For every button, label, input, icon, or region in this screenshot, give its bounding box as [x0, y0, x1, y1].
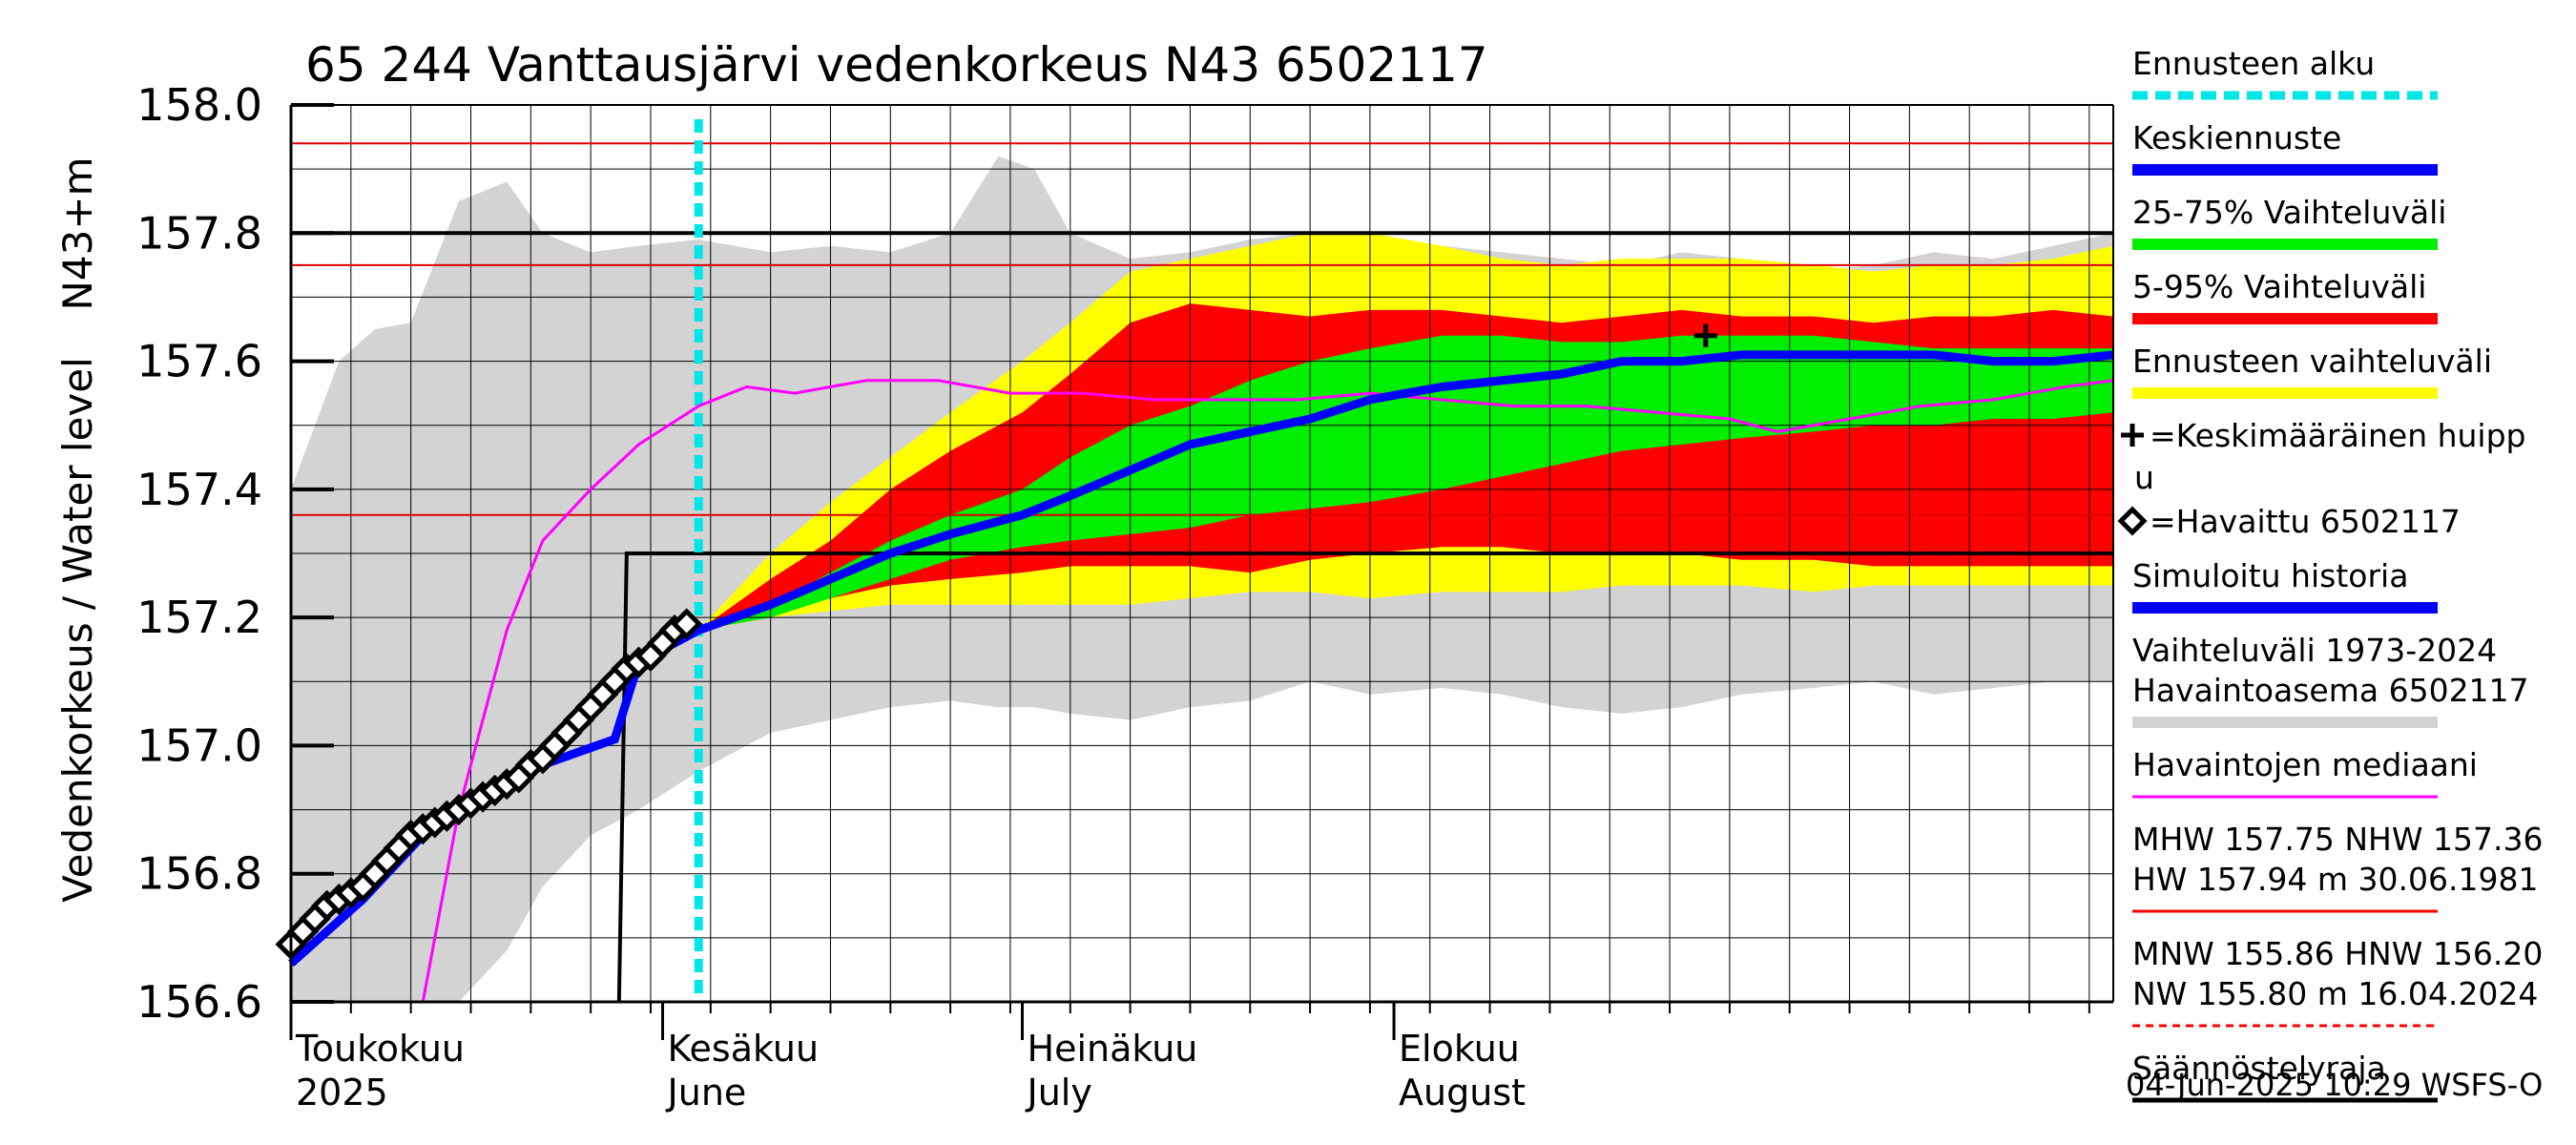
- legend: Ennusteen alku Keskiennuste 25-75% Vaihtel…: [2117, 45, 2543, 1103]
- legend-label: Ennusteen alku: [2132, 45, 2375, 82]
- y-tick-label: 157.6: [136, 336, 262, 387]
- chart-title: 65 244 Vanttausjärvi vedenkorkeus N43 65…: [305, 37, 1488, 93]
- legend-item: Keskiennuste: [2132, 119, 2438, 176]
- legend-label: Vaihteluväli 1973-2024: [2132, 632, 2497, 669]
- legend-label: =Havaittu 6502117: [2150, 503, 2461, 540]
- legend-label: Säännöstelyraja: [2132, 1050, 2386, 1087]
- legend-item: Ennusteen alku: [2132, 45, 2438, 100]
- range-bands: [291, 156, 2113, 1002]
- y-tick-label: 156.8: [136, 848, 262, 900]
- reference-lines: [291, 142, 2113, 1003]
- observation-markers: [275, 323, 1717, 961]
- median-line: [421, 379, 2114, 1003]
- legend-item: Simuloitu historia: [2132, 557, 2438, 614]
- axes: [289, 103, 2114, 1040]
- legend-label-2: Havaintoasema 6502117: [2132, 672, 2529, 709]
- legend-plus-icon: [2121, 424, 2144, 447]
- legend-label-2: HW 157.94 m 30.06.1981: [2132, 861, 2538, 898]
- y-tick-label: 157.8: [136, 207, 262, 259]
- y-tick-label: 157.0: [136, 719, 262, 771]
- legend-label: MHW 157.75 NHW 157.36: [2132, 821, 2543, 858]
- legend-label: =Keskimääräinen huipp: [2150, 417, 2526, 454]
- mean-peak-marker: [1693, 323, 1717, 347]
- legend-item: =Havaittu 6502117: [2117, 503, 2461, 540]
- legend-item: 5-95% Vaihteluväli: [2132, 268, 2438, 324]
- band-25-75-vaihteluv-li: [698, 335, 2113, 631]
- timestamp-footer: 04-Jun-2025 10:29 WSFS-O: [2126, 1067, 2543, 1103]
- legend-label: 25-75% Vaihteluväli: [2132, 194, 2446, 231]
- month-sublabel: August: [1399, 1072, 1526, 1114]
- legend-label: Ennusteen vaihteluväli: [2132, 343, 2492, 380]
- legend-label-2: NW 155.80 m 16.04.2024: [2132, 975, 2538, 1012]
- legend-item: Ennusteen vaihteluväli: [2132, 343, 2492, 399]
- y-tick-labels: 156.6 156.8 157.0 157.2 157.4 157.6 157.8 158.0: [136, 79, 262, 1028]
- legend-label: Havaintojen mediaani: [2132, 746, 2478, 783]
- legend-label-2: u: [2134, 459, 2154, 496]
- y-tick-label: 157.2: [136, 592, 262, 643]
- y-tick-label: 156.6: [136, 976, 262, 1028]
- legend-label: 5-95% Vaihteluväli: [2132, 268, 2426, 305]
- month-label: Toukokuu: [295, 1028, 465, 1070]
- y-axis-unit: N43+m: [54, 157, 101, 311]
- mean-forecast-line: [696, 350, 2114, 635]
- month-sublabel: July: [1026, 1072, 1092, 1114]
- y-tick-label: 158.0: [136, 79, 262, 131]
- legend-item: Havaintojen mediaani: [2132, 746, 2478, 799]
- y-axis-label: Vedenkorkeus / Water level: [54, 357, 101, 903]
- legend-label: Keskiennuste: [2132, 119, 2341, 156]
- legend-diamond-icon: [2117, 506, 2148, 536]
- legend-label: Simuloitu historia: [2132, 557, 2408, 594]
- month-sublabel: 2025: [296, 1072, 388, 1114]
- y-tick-label: 157.4: [136, 464, 262, 515]
- legend-label: MNW 155.86 HNW 156.20: [2132, 935, 2543, 972]
- legend-item: Säännöstelyraja: [2132, 1050, 2438, 1103]
- month-label: Kesäkuu: [668, 1028, 820, 1070]
- legend-item: 25-75% Vaihteluväli: [2132, 194, 2446, 250]
- month-label: Heinäkuu: [1028, 1028, 1198, 1070]
- month-label: Elokuu: [1399, 1028, 1520, 1070]
- observation-marker: [671, 608, 703, 640]
- legend-item: Vaihteluväli 1973-2024 Havaintoasema 650…: [2132, 632, 2529, 728]
- regulation-limit-line: [616, 552, 2113, 1003]
- month-sublabel: June: [666, 1072, 747, 1114]
- legend-item: =Keskimääräinen huipp u: [2121, 417, 2526, 496]
